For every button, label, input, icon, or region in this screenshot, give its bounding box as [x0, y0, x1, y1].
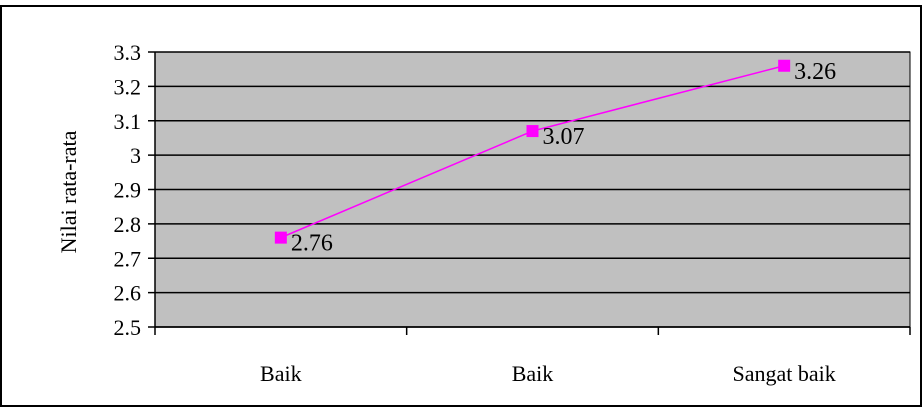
y-tick-label: 2.9 [114, 178, 142, 203]
data-point-marker [274, 231, 287, 244]
y-tick-label: 3.2 [114, 74, 142, 99]
x-category-label: Baik [260, 361, 302, 386]
data-label: 2.76 [291, 231, 333, 257]
y-tick-label: 2.7 [114, 246, 142, 271]
data-label: 3.26 [794, 59, 836, 85]
axes [148, 51, 911, 335]
y-tick-label: 2.6 [114, 281, 142, 306]
data-label: 3.07 [543, 124, 585, 150]
gridlines [155, 51, 910, 328]
labels: 2.5 2.6 2.7 2.8 2.9 3 3.1 3.2 3.3 Baik Baik Sangat … [114, 40, 837, 386]
x-category-label: Sangat baik [733, 361, 836, 386]
y-tick-label: 3 [130, 143, 141, 168]
y-tick-label: 3.1 [114, 109, 142, 134]
y-tick-label: 2.8 [114, 212, 142, 237]
y-tick-label: 3.3 [114, 40, 142, 65]
data-point-marker [778, 59, 791, 72]
y-axis-title: Nilai rata-rata [56, 130, 81, 253]
series-layer [274, 59, 791, 244]
x-category-label: Baik [512, 361, 554, 386]
y-tick-label: 2.5 [114, 315, 142, 340]
data-point-marker [526, 125, 539, 138]
